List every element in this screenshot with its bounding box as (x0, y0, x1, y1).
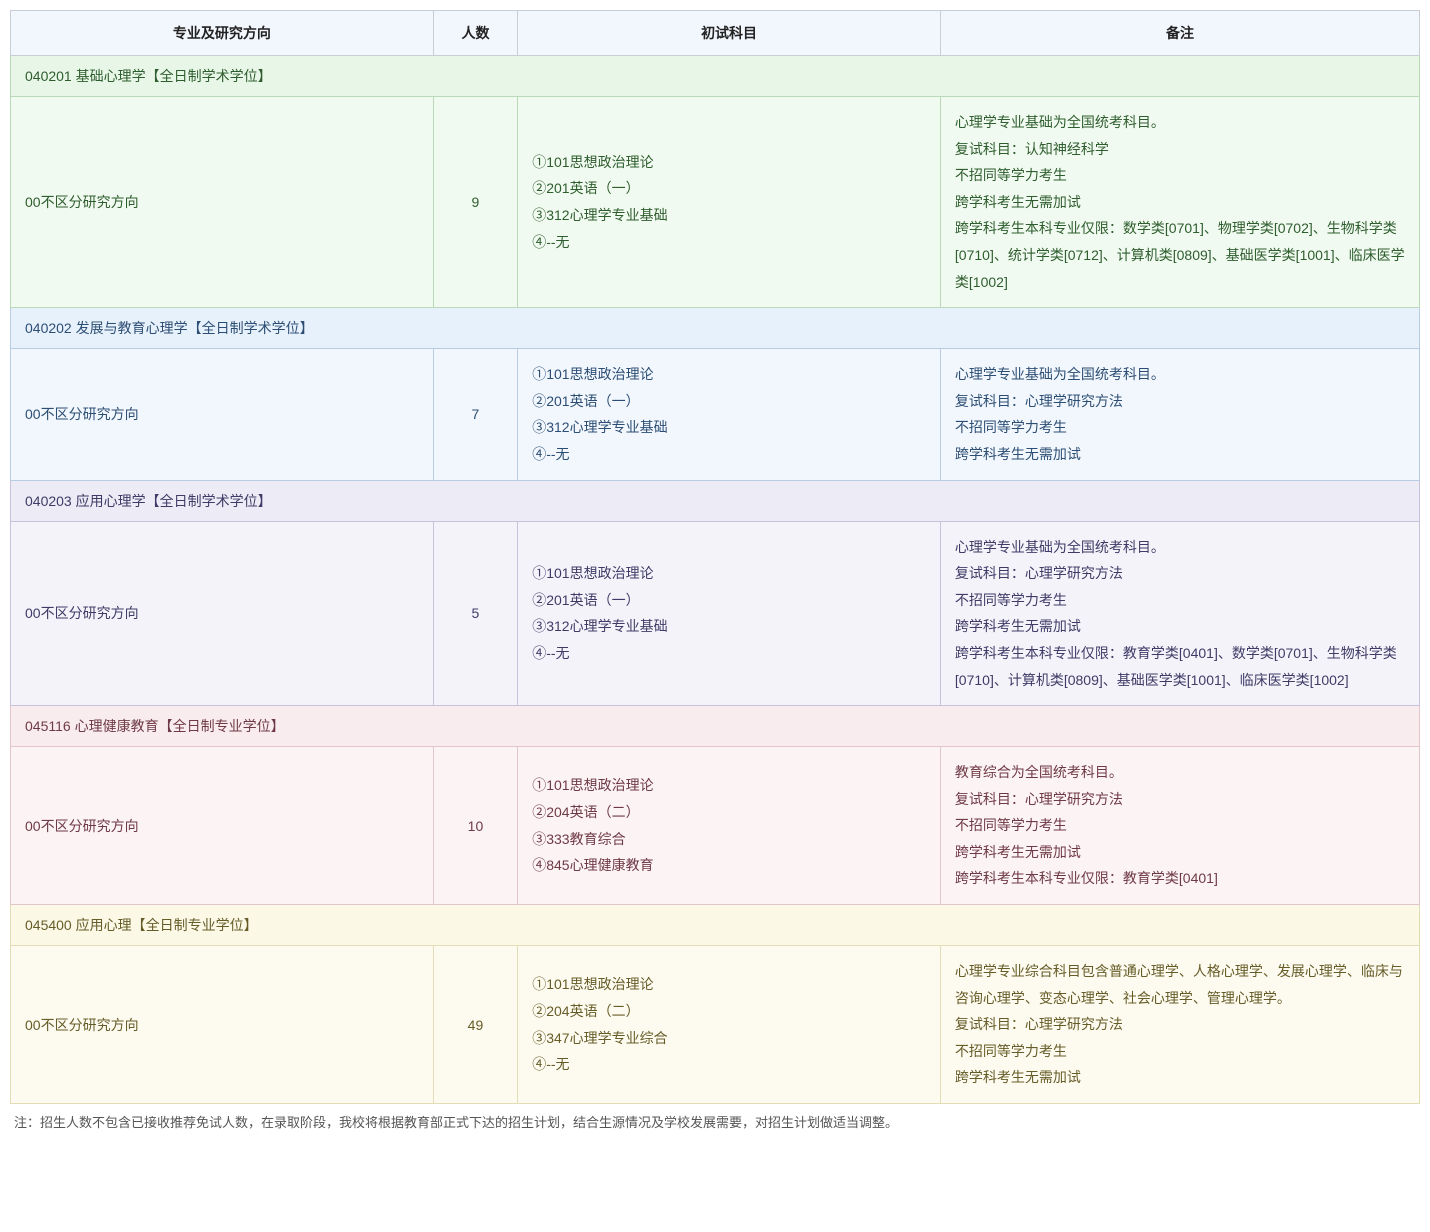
exam-subject-line: ①101思想政治理论 (532, 560, 926, 587)
remark-line: 心理学专业基础为全国统考科目。 (955, 534, 1405, 561)
major-detail-row: 00不区分研究方向10①101思想政治理论②204英语（二）③333教育综合④8… (11, 747, 1420, 905)
exam-subject-line: ④--无 (532, 441, 926, 468)
remark-line: 跨学科考生本科专业仅限：教育学类[0401] (955, 865, 1405, 892)
exam-subject-line: ④--无 (532, 640, 926, 667)
enrollment-count-cell: 7 (433, 349, 518, 480)
remark-line: 心理学专业基础为全国统考科目。 (955, 361, 1405, 388)
remark-line: 教育综合为全国统考科目。 (955, 759, 1405, 786)
exam-subject-line: ②201英语（一） (532, 587, 926, 614)
research-direction-cell: 00不区分研究方向 (11, 521, 434, 706)
major-header-row: 040202 发展与教育心理学【全日制学术学位】 (11, 308, 1420, 349)
exam-subject-line: ③333教育综合 (532, 826, 926, 853)
remark-line: 心理学专业基础为全国统考科目。 (955, 109, 1405, 136)
exam-subjects-cell: ①101思想政治理论②204英语（二）③347心理学专业综合④--无 (518, 946, 941, 1104)
research-direction-cell: 00不区分研究方向 (11, 97, 434, 308)
exam-subject-line: ④--无 (532, 1051, 926, 1078)
exam-subject-line: ①101思想政治理论 (532, 149, 926, 176)
major-header-row: 045116 心理健康教育【全日制专业学位】 (11, 706, 1420, 747)
remark-line: 跨学科考生无需加试 (955, 839, 1405, 866)
remark-line: 不招同等学力考生 (955, 587, 1405, 614)
remark-line: 跨学科考生无需加试 (955, 1064, 1405, 1091)
major-title: 045116 心理健康教育【全日制专业学位】 (11, 706, 1420, 747)
remark-line: 复试科目：心理学研究方法 (955, 786, 1405, 813)
enrollment-count-cell: 9 (433, 97, 518, 308)
remark-line: 跨学科考生无需加试 (955, 613, 1405, 640)
enrollment-count-cell: 10 (433, 747, 518, 905)
remark-line: 复试科目：心理学研究方法 (955, 388, 1405, 415)
major-title: 045400 应用心理【全日制专业学位】 (11, 905, 1420, 946)
remark-line: 不招同等学力考生 (955, 162, 1405, 189)
research-direction-cell: 00不区分研究方向 (11, 349, 434, 480)
exam-subject-line: ③312心理学专业基础 (532, 414, 926, 441)
exam-subject-line: ①101思想政治理论 (532, 971, 926, 998)
enrollment-count-cell: 49 (433, 946, 518, 1104)
remark-line: 跨学科考生本科专业仅限：数学类[0701]、物理学类[0702]、生物科学类[0… (955, 215, 1405, 295)
column-header: 专业及研究方向 (11, 11, 434, 56)
major-header-row: 040203 应用心理学【全日制学术学位】 (11, 480, 1420, 521)
major-detail-row: 00不区分研究方向9①101思想政治理论②201英语（一）③312心理学专业基础… (11, 97, 1420, 308)
remark-line: 不招同等学力考生 (955, 414, 1405, 441)
remark-line: 跨学科考生本科专业仅限：教育学类[0401]、数学类[0701]、生物科学类[0… (955, 640, 1405, 693)
remark-line: 复试科目：心理学研究方法 (955, 560, 1405, 587)
exam-subjects-cell: ①101思想政治理论②201英语（一）③312心理学专业基础④--无 (518, 349, 941, 480)
exam-subject-line: ②204英语（二） (532, 799, 926, 826)
exam-subject-line: ③312心理学专业基础 (532, 613, 926, 640)
exam-subject-line: ①101思想政治理论 (532, 361, 926, 388)
remarks-cell: 教育综合为全国统考科目。复试科目：心理学研究方法不招同等学力考生跨学科考生无需加… (940, 747, 1419, 905)
exam-subject-line: ②201英语（一） (532, 175, 926, 202)
remarks-cell: 心理学专业基础为全国统考科目。复试科目：认知神经科学不招同等学力考生跨学科考生无… (940, 97, 1419, 308)
remark-line: 复试科目：认知神经科学 (955, 136, 1405, 163)
exam-subject-line: ②201英语（一） (532, 388, 926, 415)
enrollment-count-cell: 5 (433, 521, 518, 706)
exam-subjects-cell: ①101思想政治理论②201英语（一）③312心理学专业基础④--无 (518, 97, 941, 308)
research-direction-cell: 00不区分研究方向 (11, 946, 434, 1104)
exam-subject-line: ②204英语（二） (532, 998, 926, 1025)
remark-line: 不招同等学力考生 (955, 812, 1405, 839)
column-header: 人数 (433, 11, 518, 56)
major-header-row: 040201 基础心理学【全日制学术学位】 (11, 56, 1420, 97)
column-header: 初试科目 (518, 11, 941, 56)
major-title: 040201 基础心理学【全日制学术学位】 (11, 56, 1420, 97)
major-title: 040202 发展与教育心理学【全日制学术学位】 (11, 308, 1420, 349)
remarks-cell: 心理学专业基础为全国统考科目。复试科目：心理学研究方法不招同等学力考生跨学科考生… (940, 521, 1419, 706)
exam-subject-line: ③347心理学专业综合 (532, 1025, 926, 1052)
remark-line: 跨学科考生无需加试 (955, 441, 1405, 468)
admissions-table: 专业及研究方向人数初试科目备注 040201 基础心理学【全日制学术学位】00不… (10, 10, 1420, 1104)
major-header-row: 045400 应用心理【全日制专业学位】 (11, 905, 1420, 946)
major-title: 040203 应用心理学【全日制学术学位】 (11, 480, 1420, 521)
exam-subjects-cell: ①101思想政治理论②204英语（二）③333教育综合④845心理健康教育 (518, 747, 941, 905)
remarks-cell: 心理学专业综合科目包含普通心理学、人格心理学、发展心理学、临床与咨询心理学、变态… (940, 946, 1419, 1104)
remark-line: 心理学专业综合科目包含普通心理学、人格心理学、发展心理学、临床与咨询心理学、变态… (955, 958, 1405, 1011)
remark-line: 复试科目：心理学研究方法 (955, 1011, 1405, 1038)
column-header: 备注 (940, 11, 1419, 56)
remark-line: 不招同等学力考生 (955, 1038, 1405, 1065)
major-detail-row: 00不区分研究方向5①101思想政治理论②201英语（一）③312心理学专业基础… (11, 521, 1420, 706)
major-detail-row: 00不区分研究方向49①101思想政治理论②204英语（二）③347心理学专业综… (11, 946, 1420, 1104)
exam-subject-line: ①101思想政治理论 (532, 772, 926, 799)
exam-subject-line: ④--无 (532, 229, 926, 256)
footnote-text: 注：招生人数不包含已接收推荐免试人数，在录取阶段，我校将根据教育部正式下达的招生… (10, 1104, 1420, 1135)
table-header-row: 专业及研究方向人数初试科目备注 (11, 11, 1420, 56)
research-direction-cell: 00不区分研究方向 (11, 747, 434, 905)
remark-line: 跨学科考生无需加试 (955, 189, 1405, 216)
remarks-cell: 心理学专业基础为全国统考科目。复试科目：心理学研究方法不招同等学力考生跨学科考生… (940, 349, 1419, 480)
major-detail-row: 00不区分研究方向7①101思想政治理论②201英语（一）③312心理学专业基础… (11, 349, 1420, 480)
exam-subjects-cell: ①101思想政治理论②201英语（一）③312心理学专业基础④--无 (518, 521, 941, 706)
exam-subject-line: ③312心理学专业基础 (532, 202, 926, 229)
exam-subject-line: ④845心理健康教育 (532, 852, 926, 879)
